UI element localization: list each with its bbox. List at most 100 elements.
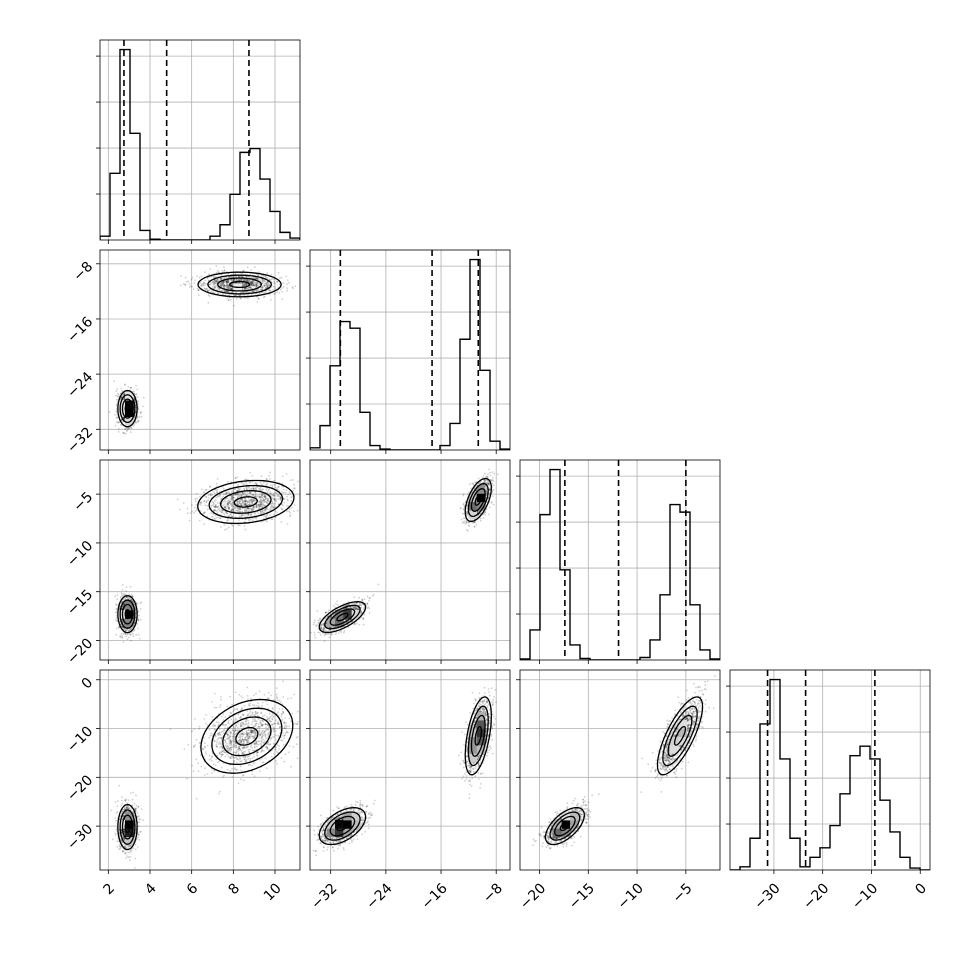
scatter-panel-3-1-border <box>99 459 301 661</box>
sample-point <box>236 490 239 492</box>
sample-point <box>268 284 271 287</box>
sample-point <box>271 277 274 280</box>
sample-point <box>266 514 269 516</box>
sample-point <box>265 277 268 279</box>
sample-point <box>217 516 220 518</box>
sample-point <box>223 269 226 272</box>
sample-point <box>219 517 222 520</box>
sample-point <box>204 289 207 291</box>
sample-point <box>228 515 231 518</box>
sample-point <box>250 488 253 491</box>
sample-point <box>259 510 262 513</box>
sample-point <box>283 501 286 504</box>
sample-point <box>273 495 276 497</box>
sample-point <box>238 279 241 282</box>
sample-point <box>239 515 241 518</box>
sample-point <box>205 496 208 498</box>
sample-point <box>279 288 282 291</box>
sample-point <box>261 285 264 287</box>
sample-point <box>313 621 316 624</box>
sample-point <box>256 289 259 292</box>
sample-point <box>266 482 269 484</box>
sample-point <box>213 286 216 288</box>
sample-point <box>264 284 266 287</box>
sample-point <box>225 283 228 286</box>
sample-point <box>227 500 230 502</box>
sample-point <box>189 512 192 514</box>
sample-point <box>204 511 206 514</box>
sample-point <box>216 494 219 497</box>
sample-point <box>120 601 123 604</box>
scatter-panel-2-1-border <box>99 249 301 451</box>
sample-point <box>214 505 216 508</box>
sample-point <box>248 488 251 490</box>
hist-panel-1 <box>96 39 301 244</box>
sample-point <box>129 586 132 588</box>
sample-point <box>276 491 278 494</box>
sample-point <box>242 499 244 502</box>
sample-point <box>207 497 210 499</box>
sample-point <box>231 276 234 278</box>
sample-point <box>232 496 234 499</box>
sample-point <box>225 280 228 282</box>
sample-point <box>233 304 236 307</box>
sample-point <box>212 490 215 493</box>
sample-point <box>233 279 235 282</box>
sample-point <box>292 287 294 290</box>
contour-line <box>121 398 134 419</box>
sample-point <box>120 632 123 635</box>
sample-point <box>222 282 225 285</box>
sample-point <box>261 287 263 289</box>
sample-point <box>252 283 255 286</box>
sample-point <box>224 505 226 508</box>
sample-point <box>243 501 245 504</box>
sample-point <box>288 491 291 493</box>
sample-point <box>237 279 240 281</box>
sample-point <box>133 423 136 425</box>
sample-point <box>305 497 307 499</box>
sample-point <box>216 288 218 291</box>
sample-point <box>135 418 138 420</box>
sample-point <box>243 294 246 296</box>
sample-point <box>230 279 233 282</box>
sample-point <box>243 278 245 281</box>
sample-point <box>116 598 119 601</box>
sample-point <box>231 496 234 499</box>
sample-point <box>256 278 258 280</box>
sample-point <box>246 500 249 503</box>
sample-point <box>216 478 219 480</box>
sample-point <box>264 496 266 499</box>
sample-point <box>252 497 255 500</box>
sample-point <box>121 390 123 393</box>
sample-point <box>124 597 127 600</box>
sample-point <box>227 507 230 509</box>
sample-point <box>249 282 252 284</box>
sample-point <box>210 493 212 495</box>
sample-point <box>224 290 227 292</box>
sample-point <box>255 505 258 508</box>
sample-point <box>315 519 317 521</box>
sample-point <box>248 280 251 283</box>
sample-point <box>276 487 279 489</box>
sample-point <box>251 282 254 285</box>
sample-point <box>138 416 141 418</box>
sample-point <box>133 603 136 606</box>
sample-point <box>203 511 206 514</box>
sample-point <box>204 282 207 285</box>
sample-point <box>355 623 358 625</box>
sample-point <box>118 393 120 396</box>
sample-point <box>226 285 228 288</box>
sample-point <box>226 505 229 508</box>
sample-point <box>228 286 231 289</box>
sample-point <box>267 516 270 519</box>
sample-point <box>253 282 256 284</box>
sample-point <box>212 512 215 515</box>
sample-point <box>125 629 127 631</box>
sample-point <box>140 601 143 604</box>
sample-point <box>128 427 131 430</box>
sample-point <box>229 497 232 500</box>
sample-point <box>253 499 256 502</box>
sample-point <box>274 491 276 494</box>
sample-point <box>281 503 284 506</box>
sample-point <box>220 511 223 514</box>
